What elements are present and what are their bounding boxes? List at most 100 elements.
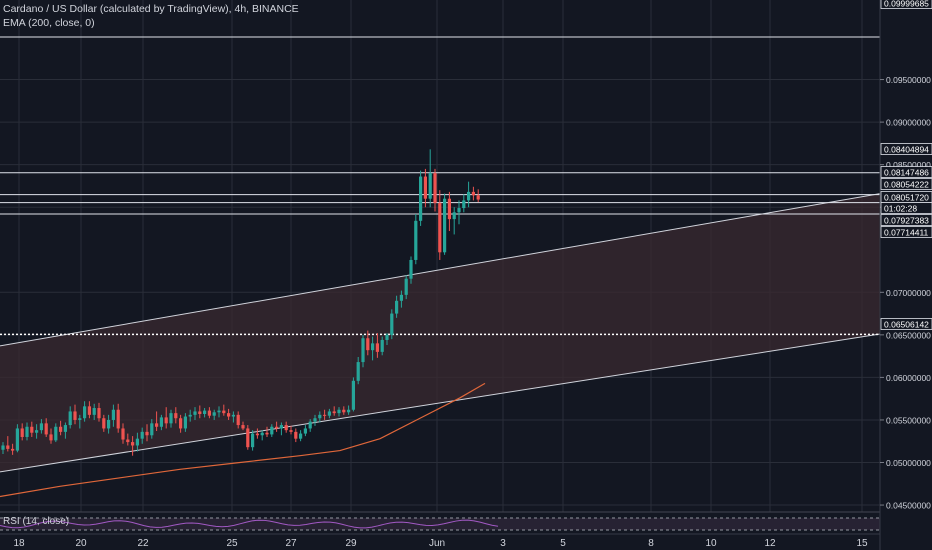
candle[interactable] — [1, 442, 5, 454]
candle[interactable] — [433, 168, 437, 212]
candle[interactable] — [222, 404, 226, 416]
candle[interactable] — [126, 433, 130, 446]
candle[interactable] — [49, 428, 53, 444]
candle[interactable] — [299, 430, 303, 442]
candle[interactable] — [476, 189, 480, 203]
candle[interactable] — [428, 149, 432, 208]
candle[interactable] — [63, 422, 67, 439]
candle[interactable] — [145, 424, 149, 442]
candle[interactable] — [279, 422, 283, 436]
candle[interactable] — [159, 414, 163, 431]
candle[interactable] — [327, 408, 331, 419]
candle[interactable] — [6, 436, 10, 452]
candle[interactable] — [409, 256, 413, 284]
candle[interactable] — [217, 406, 221, 418]
candle[interactable] — [294, 428, 298, 443]
candle[interactable] — [183, 413, 187, 432]
candle[interactable] — [332, 406, 336, 416]
candle[interactable] — [231, 411, 235, 423]
candle[interactable] — [140, 427, 144, 444]
candle[interactable] — [251, 430, 255, 451]
candle[interactable] — [399, 290, 403, 308]
candle[interactable] — [471, 186, 475, 201]
candle[interactable] — [313, 414, 317, 426]
candle[interactable] — [203, 408, 207, 418]
candle[interactable] — [337, 407, 341, 417]
candle[interactable] — [289, 425, 293, 435]
candle[interactable] — [303, 425, 307, 437]
candle[interactable] — [390, 309, 394, 340]
candle[interactable] — [236, 411, 240, 429]
candle[interactable] — [25, 422, 29, 441]
candle[interactable] — [342, 406, 346, 415]
candle[interactable] — [260, 430, 264, 441]
candle[interactable] — [78, 414, 82, 429]
candle[interactable] — [169, 409, 173, 428]
candle[interactable] — [227, 408, 231, 420]
candle[interactable] — [102, 414, 106, 432]
candle[interactable] — [318, 411, 322, 423]
candle[interactable] — [179, 414, 183, 433]
candle[interactable] — [59, 420, 63, 436]
candle[interactable] — [366, 330, 370, 356]
candle[interactable] — [198, 405, 202, 419]
candle[interactable] — [39, 419, 43, 434]
candle[interactable] — [404, 275, 408, 300]
candle[interactable] — [20, 423, 24, 441]
candle[interactable] — [467, 181, 471, 208]
candle[interactable] — [121, 423, 125, 444]
candle[interactable] — [116, 403, 120, 433]
candle[interactable] — [164, 407, 168, 429]
candle[interactable] — [111, 404, 115, 427]
candle[interactable] — [284, 421, 288, 433]
candle[interactable] — [380, 336, 384, 356]
candle[interactable] — [275, 421, 279, 432]
candle[interactable] — [356, 356, 360, 385]
candle[interactable] — [131, 436, 135, 456]
candle[interactable] — [308, 419, 312, 432]
candle[interactable] — [395, 295, 399, 318]
candle[interactable] — [375, 333, 379, 358]
candle[interactable] — [462, 194, 466, 213]
candle[interactable] — [423, 168, 427, 208]
candle[interactable] — [414, 214, 418, 265]
candle[interactable] — [188, 409, 192, 422]
candle[interactable] — [371, 336, 375, 361]
candle[interactable] — [419, 170, 423, 226]
candle[interactable] — [351, 377, 355, 412]
candle[interactable] — [438, 190, 442, 260]
candle[interactable] — [54, 423, 58, 443]
candle[interactable] — [265, 426, 269, 437]
candle[interactable] — [15, 424, 19, 453]
candle[interactable] — [11, 443, 15, 455]
candle[interactable] — [246, 425, 250, 450]
candle[interactable] — [92, 403, 96, 420]
candle[interactable] — [30, 421, 34, 437]
candle[interactable] — [457, 200, 461, 225]
candle[interactable] — [174, 407, 178, 424]
candle[interactable] — [97, 402, 101, 422]
candle[interactable] — [255, 428, 259, 439]
candle[interactable] — [155, 411, 159, 432]
candle[interactable] — [107, 414, 111, 434]
candle[interactable] — [270, 424, 274, 437]
candle[interactable] — [150, 419, 154, 439]
candle[interactable] — [361, 334, 365, 368]
candle[interactable] — [212, 409, 216, 420]
candle[interactable] — [35, 424, 39, 439]
candle[interactable] — [347, 405, 351, 415]
candle[interactable] — [385, 333, 389, 346]
candle[interactable] — [73, 404, 77, 425]
candle[interactable] — [447, 191, 451, 232]
candle[interactable] — [443, 193, 447, 255]
candle[interactable] — [323, 409, 327, 420]
candle[interactable] — [68, 406, 72, 429]
candle[interactable] — [135, 432, 139, 452]
candle[interactable] — [452, 207, 456, 235]
candle[interactable] — [241, 421, 245, 431]
candle[interactable] — [193, 407, 197, 420]
candle[interactable] — [207, 407, 211, 419]
candle[interactable] — [83, 401, 87, 422]
candles[interactable] — [1, 149, 480, 456]
